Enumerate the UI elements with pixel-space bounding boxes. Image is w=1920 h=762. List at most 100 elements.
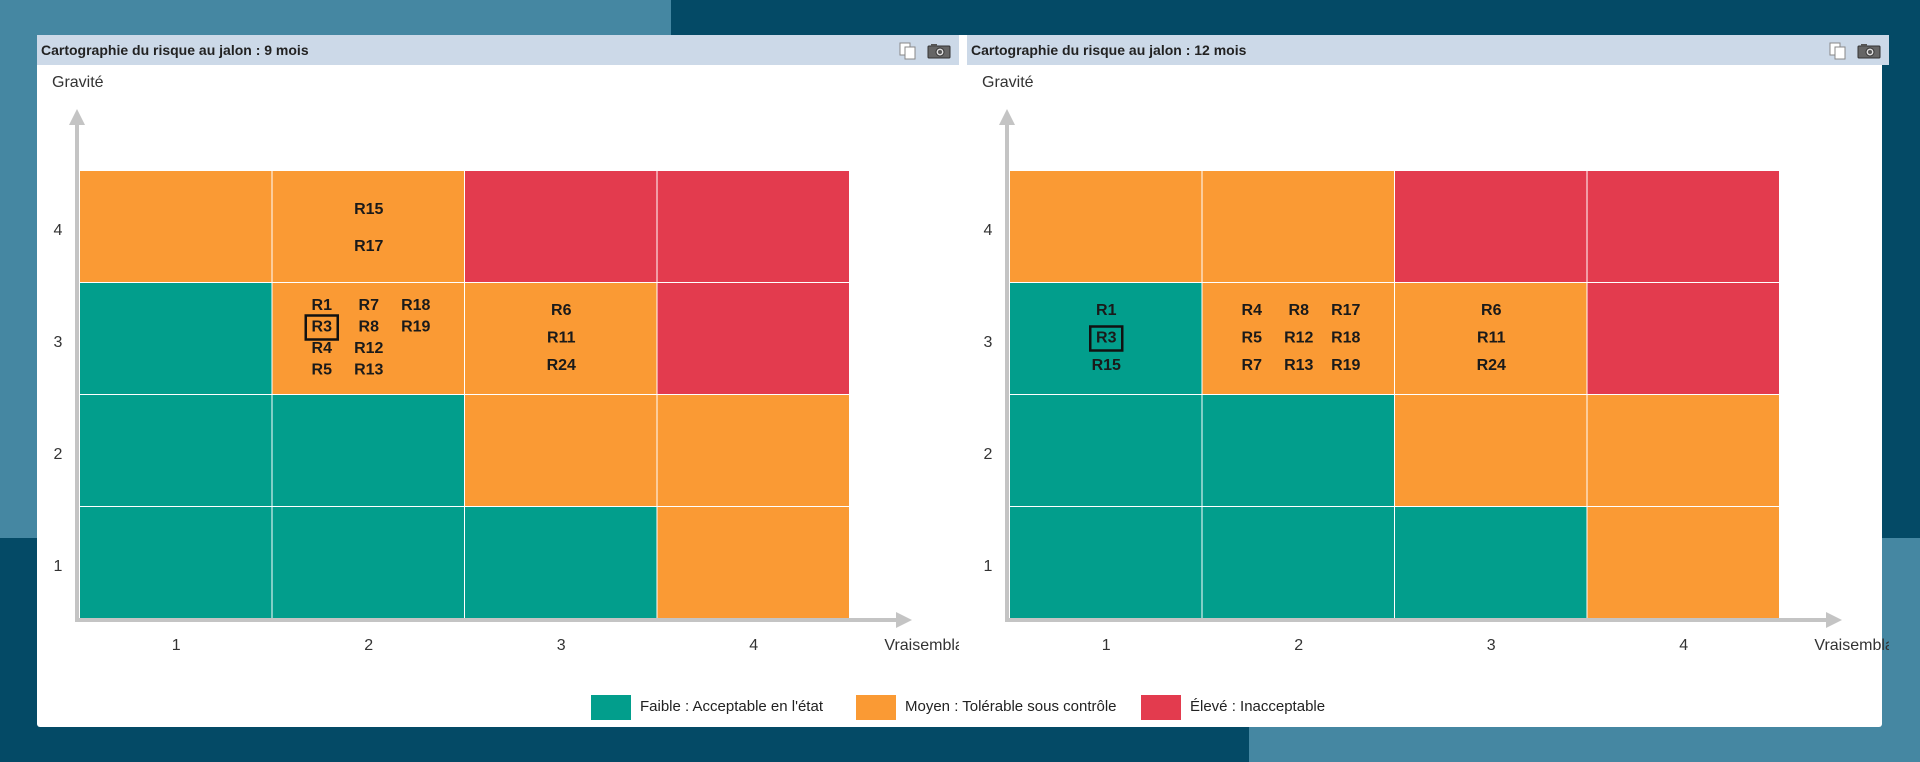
risk-label: R5: [1242, 330, 1263, 347]
risk-heatmap-chart: Gravité Vraisemblance 1 2 3 4 1 2 3 4 R1 R3 R15 R4 R8 R…: [967, 65, 1889, 665]
y-tick-label: 2: [54, 446, 63, 463]
legend-label: Faible : Acceptable en l'état: [640, 698, 823, 715]
risk-label: R19: [1331, 357, 1360, 374]
risk-cell: [1588, 395, 1780, 506]
risk-cell: [658, 283, 850, 394]
risk-map-panel-12-months: Cartographie du risque au jalon : 12 moi…: [967, 35, 1889, 727]
y-tick-label: 4: [984, 222, 993, 239]
y-tick-label: 2: [984, 446, 993, 463]
legend-swatch: [856, 695, 896, 720]
panel-title: Cartographie du risque au jalon : 9 mois: [41, 35, 309, 65]
x-axis-arrow: [1826, 612, 1842, 628]
risk-label: R17: [354, 238, 383, 255]
risk-heatmap-chart: Gravité Vraisemblance 1 2 3 4 1 2 3 4 R15 R17 R1 R7 R1…: [37, 65, 959, 665]
camera-icon[interactable]: [1857, 43, 1881, 59]
risk-cell: [465, 395, 657, 506]
y-axis-label: Gravité: [982, 74, 1034, 91]
risk-label: R3: [1096, 330, 1117, 347]
risk-cell: [80, 395, 272, 506]
x-axis-label: Vraisemblance: [884, 637, 959, 654]
risk-cell: [1588, 507, 1780, 618]
y-tick-label: 3: [54, 334, 63, 351]
risk-label: R7: [359, 297, 380, 314]
y-axis-arrow: [999, 109, 1015, 125]
risk-cell: [1395, 507, 1587, 618]
risk-label: R4: [1242, 302, 1263, 319]
y-tick-label: 1: [984, 558, 993, 575]
legend-label: Moyen : Tolérable sous contrôle: [905, 698, 1117, 715]
risk-label: R8: [1289, 302, 1310, 319]
y-axis-arrow: [69, 109, 85, 125]
panel-header: Cartographie du risque au jalon : 9 mois: [37, 35, 959, 65]
risk-cell: [1203, 171, 1395, 282]
risk-label: R1: [1096, 302, 1117, 319]
risk-label: R11: [1477, 330, 1506, 347]
risk-label: R6: [551, 302, 572, 319]
x-tick-label: 2: [1294, 637, 1303, 654]
risk-label: R18: [401, 297, 430, 314]
risk-label: R13: [354, 362, 383, 379]
risk-cell: [273, 395, 465, 506]
legend-swatch: [1141, 695, 1181, 720]
x-tick-label: 2: [364, 637, 373, 654]
x-tick-label: 1: [1102, 637, 1111, 654]
risk-label: R19: [401, 319, 430, 336]
risk-label: R24: [547, 357, 576, 374]
risk-label: R12: [354, 340, 383, 357]
risk-map-panel-9-months: Cartographie du risque au jalon : 9 mois…: [37, 35, 959, 727]
risk-cell: [273, 171, 465, 282]
risk-cell: [658, 507, 850, 618]
risk-cell: [465, 507, 657, 618]
risk-cell: [1588, 283, 1780, 394]
risk-cell: [1203, 507, 1395, 618]
copy-icon[interactable]: [1829, 42, 1847, 60]
risk-cell: [1395, 171, 1587, 282]
risk-label: R11: [547, 330, 576, 347]
risk-cell: [465, 171, 657, 282]
legend-swatch: [591, 695, 631, 720]
risk-label: R15: [1092, 357, 1121, 374]
x-tick-label: 3: [557, 637, 566, 654]
x-axis-arrow: [896, 612, 912, 628]
y-tick-label: 3: [984, 334, 993, 351]
risk-label: R8: [359, 319, 380, 336]
x-axis-label: Vraisemblance: [1814, 637, 1889, 654]
dashboard-card: Cartographie du risque au jalon : 9 mois…: [37, 35, 1882, 727]
risk-cell: [1010, 171, 1202, 282]
copy-icon[interactable]: [899, 42, 917, 60]
risk-label: R5: [312, 362, 333, 379]
x-tick-label: 4: [1679, 637, 1688, 654]
y-tick-label: 4: [54, 222, 63, 239]
risk-label: R17: [1331, 302, 1360, 319]
risk-cell: [658, 395, 850, 506]
panel-title: Cartographie du risque au jalon : 12 moi…: [971, 35, 1246, 65]
risk-label: R1: [312, 297, 333, 314]
risk-cell: [80, 507, 272, 618]
y-tick-label: 1: [54, 558, 63, 575]
risk-label: R6: [1481, 302, 1502, 319]
risk-label: R7: [1242, 357, 1263, 374]
risk-label: R18: [1331, 330, 1360, 347]
x-tick-label: 4: [749, 637, 758, 654]
risk-label: R12: [1284, 330, 1313, 347]
risk-label: R15: [354, 201, 383, 218]
risk-cell: [80, 283, 272, 394]
risk-cell: [1010, 507, 1202, 618]
risk-label: R24: [1477, 357, 1506, 374]
x-tick-label: 1: [172, 637, 181, 654]
risk-cell: [1203, 395, 1395, 506]
x-tick-label: 3: [1487, 637, 1496, 654]
legend: Faible : Acceptable en l'état Moyen : To…: [591, 693, 1391, 721]
risk-cell: [80, 171, 272, 282]
y-axis-label: Gravité: [52, 74, 104, 91]
risk-cell: [1588, 171, 1780, 282]
camera-icon[interactable]: [927, 43, 951, 59]
risk-cell: [658, 171, 850, 282]
panel-header: Cartographie du risque au jalon : 12 moi…: [967, 35, 1889, 65]
risk-cell: [1395, 395, 1587, 506]
risk-cell: [1010, 395, 1202, 506]
risk-label: R13: [1284, 357, 1313, 374]
legend-label: Élevé : Inacceptable: [1190, 698, 1325, 715]
risk-cell: [273, 507, 465, 618]
risk-label: R3: [312, 319, 333, 336]
